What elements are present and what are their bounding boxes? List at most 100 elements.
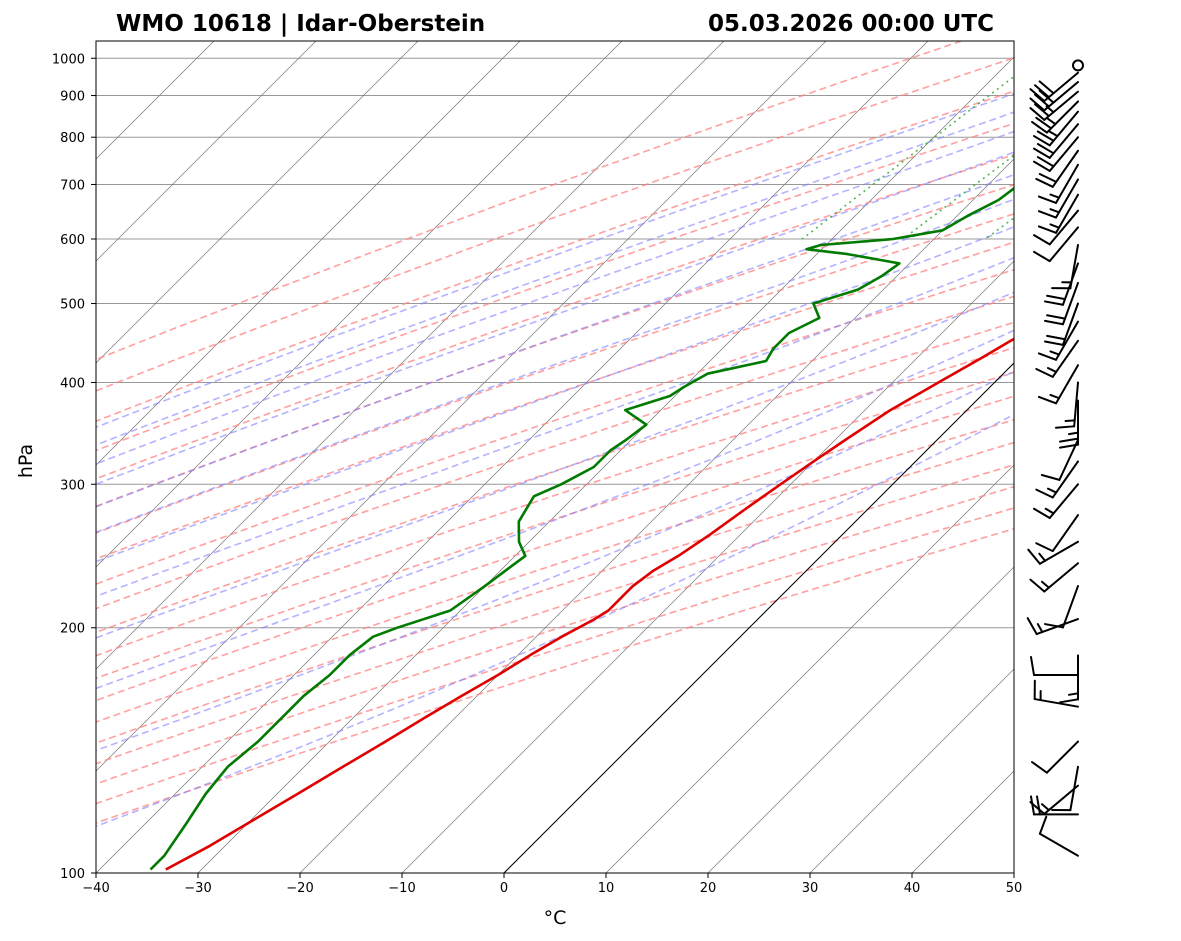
barb-staff: [1035, 618, 1079, 636]
barb-half-flag: [1049, 350, 1060, 356]
x-tick-label-8: 40: [904, 881, 921, 896]
wind-barb-5: [1033, 110, 1079, 147]
moist-adiabat--20: [96, 92, 1014, 429]
y-tick-label-2: 800: [60, 131, 85, 146]
y-tick-label-1: 900: [60, 90, 85, 105]
barb-staff: [1055, 320, 1079, 361]
barb-full-flag: [1036, 795, 1041, 816]
wind-barb-19: [1035, 339, 1079, 378]
x-tick-label-6: 20: [700, 881, 717, 896]
wind-barb-4: [1031, 100, 1079, 134]
y-tick-label-0: 1000: [52, 52, 85, 67]
wind-barb-21: [1054, 381, 1079, 429]
barb-staff: [1061, 302, 1079, 346]
barb-full-flag: [1033, 234, 1051, 246]
chart-title-datetime: 05.03.2026 00:00 UTC: [708, 11, 994, 37]
barb-full-flag: [1035, 367, 1054, 378]
x-tick-label-2: −20: [286, 881, 313, 896]
wind-barb-37: [1030, 795, 1079, 816]
isotherm--40: [96, 41, 929, 873]
barb-full-flag: [1033, 250, 1051, 263]
barb-full-flag: [1033, 135, 1051, 147]
barb-full-flag: [1031, 120, 1048, 134]
wind-barb-17: [1044, 302, 1079, 346]
x-tick-label-9: 50: [1006, 881, 1023, 896]
dry-adiabat-10: [96, 183, 1014, 508]
y-tick-label-4: 600: [60, 233, 85, 248]
isotherm--30: [197, 56, 1014, 873]
wind-barb-34: [1031, 740, 1079, 774]
wind-barb-28: [1029, 562, 1079, 593]
wind-barbs: [1026, 59, 1084, 857]
barb-full-flag: [1044, 300, 1064, 306]
wind-barb-6: [1033, 123, 1079, 159]
barb-full-flag: [1035, 116, 1053, 130]
barb-staff: [1043, 71, 1079, 102]
wind-barb-23: [1040, 438, 1079, 481]
y-tick-label-6: 400: [60, 376, 85, 391]
barb-full-flag: [1044, 340, 1064, 346]
barb-staff: [1033, 698, 1079, 708]
barb-half-flag: [1049, 393, 1060, 400]
y-tick-label-3: 700: [60, 178, 85, 193]
x-axis-label: °C: [544, 907, 567, 929]
barb-full-flag: [1034, 93, 1050, 108]
barb-half-flag: [1040, 803, 1050, 812]
barb-full-flag: [1033, 147, 1051, 159]
x-tick-label-1: −30: [184, 881, 211, 896]
barb-full-flag: [1037, 225, 1057, 234]
barb-full-flag: [1033, 160, 1051, 172]
dry-adiabat--10: [96, 122, 1014, 452]
barb-full-flag: [1044, 319, 1064, 326]
barb-staff: [1051, 339, 1079, 378]
barb-staff: [1061, 585, 1079, 629]
dry-adiabat-70: [96, 346, 1014, 657]
barb-staff: [1055, 178, 1079, 219]
isotherm--80: [96, 41, 521, 466]
barb-half-flag: [1049, 208, 1060, 214]
barb-full-flag: [1026, 617, 1038, 636]
barb-full-flag: [1029, 107, 1046, 121]
barb-half-flag: [1038, 552, 1047, 562]
barb-staff: [1051, 514, 1079, 553]
wind-barb-1: [1029, 71, 1079, 102]
barb-full-flag: [1034, 84, 1050, 99]
barb-full-flag: [1044, 623, 1064, 629]
barb-staff: [1048, 136, 1079, 172]
dry-adiabat-130: [96, 485, 1014, 785]
barb-full-flag: [1059, 437, 1079, 443]
plot-frame: [95, 40, 1015, 874]
dry-adiabat-120: [96, 463, 1014, 765]
barb-half-flag: [1046, 487, 1058, 494]
y-axis-ticks: 1000 900 800 700 600 500 400 300 200 100: [52, 52, 96, 882]
y-tick-label-5: 500: [60, 298, 85, 313]
barb-staff: [1043, 562, 1079, 593]
wind-barb-27: [1027, 540, 1079, 565]
wind-barb-0: [1072, 59, 1084, 72]
barb-full-flag: [1035, 177, 1054, 188]
x-tick-label-4: 0: [500, 881, 508, 896]
dry-adiabat-lines: [96, 41, 1014, 824]
barb-full-flag: [1054, 425, 1076, 429]
barb-staff: [1051, 460, 1079, 499]
wind-barb-10: [1037, 178, 1079, 219]
moist-adiabat-30: [96, 370, 1014, 752]
dry-adiabat-80: [96, 371, 1014, 680]
y-tick-label-7: 300: [60, 478, 85, 493]
barb-full-flag: [1038, 173, 1058, 183]
dry-adiabat-90: [96, 395, 1014, 702]
barb-half-flag: [1046, 117, 1057, 126]
isotherm--100: [96, 41, 317, 262]
barb-full-flag: [1038, 80, 1055, 95]
barb-staff: [1061, 262, 1079, 306]
dry-adiabat--40: [96, 41, 962, 361]
dry-adiabat-30: [96, 241, 1014, 560]
wind-barb-25: [1033, 483, 1079, 519]
wind-barb-15: [1044, 262, 1079, 306]
barb-full-flag: [1030, 655, 1035, 676]
moist-adiabat-0: [96, 173, 1014, 508]
barb-full-flag: [1036, 130, 1055, 142]
barb-full-flag: [1046, 314, 1067, 320]
wind-barb-7: [1033, 136, 1079, 172]
dry-adiabat-100: [96, 418, 1014, 723]
